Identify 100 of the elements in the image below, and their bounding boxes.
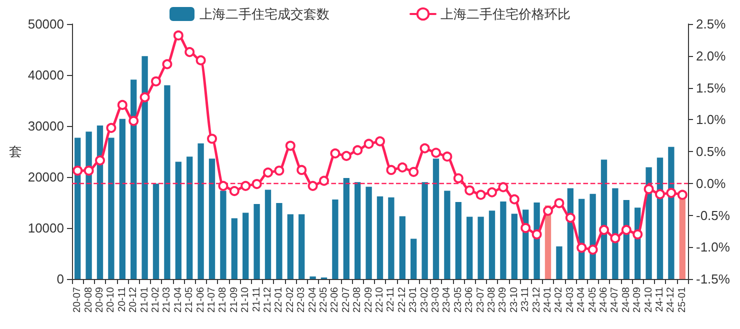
bar: [343, 178, 350, 279]
bar: [422, 182, 428, 279]
x-tick-label: 21-02: [150, 286, 162, 313]
bar: [410, 238, 417, 279]
bar: [388, 197, 394, 279]
x-tick-label: 20-09: [94, 286, 106, 313]
y2-tick-label: 1.0%: [696, 112, 726, 128]
legend-label: 上海二手住宅价格环比: [440, 6, 570, 22]
point: [464, 185, 475, 196]
point: [554, 198, 564, 208]
point: [386, 164, 396, 175]
point: [106, 122, 116, 133]
point: [420, 143, 430, 154]
x-tick-label: 23-06: [464, 286, 476, 313]
y-tick-label: 40000: [28, 68, 64, 82]
bar: [478, 216, 484, 279]
point: [644, 184, 654, 194]
point: [588, 244, 598, 255]
point: [128, 116, 139, 126]
x-tick-label: 21-12: [262, 286, 274, 313]
x-tick-label: 21-08: [218, 286, 229, 313]
x-tick-label: 23-08: [486, 286, 498, 313]
y2-tick-label: -1.5%: [696, 272, 730, 286]
bar: [119, 118, 126, 279]
y2-tick-label: 2.5%: [696, 16, 726, 32]
bar: [556, 246, 562, 279]
x-tick-label: 23-11: [520, 286, 532, 312]
point: [520, 223, 531, 233]
x-tick-label: 20-10: [106, 286, 117, 313]
bar: [455, 202, 462, 279]
point: [240, 180, 251, 191]
point: [117, 100, 128, 110]
point: [655, 189, 665, 200]
x-tick-label: 24-04: [576, 286, 588, 313]
bar: [298, 214, 305, 279]
bar: [612, 188, 618, 279]
bar: [96, 125, 104, 279]
x-tick-label: 23-02: [419, 286, 430, 313]
y-tick-label: 0: [56, 272, 64, 286]
point: [565, 212, 576, 223]
bar: [656, 158, 664, 279]
point: [308, 180, 318, 191]
point: [95, 155, 105, 166]
x-tick-label: 23-03: [430, 286, 442, 313]
x-tick-label: 20-07: [72, 286, 84, 313]
point: [487, 187, 497, 198]
bar: [376, 196, 384, 279]
x-tick-label: 22-03: [296, 286, 308, 313]
bar: [466, 216, 473, 279]
x-tick-label: 20-12: [128, 286, 140, 313]
y2-tick-label: -1.0%: [696, 240, 730, 255]
y-tick-label: 10000: [28, 220, 64, 236]
point: [352, 145, 363, 156]
x-tick-label: 24-07: [610, 286, 621, 313]
bar: [354, 182, 361, 279]
bar: [399, 216, 406, 279]
x-tick-label: 24-11: [654, 286, 666, 312]
point: [274, 166, 284, 176]
bar: [488, 210, 496, 279]
point: [666, 188, 676, 198]
point: [151, 76, 161, 86]
bar: [130, 80, 137, 279]
x-tick-label: 21-03: [162, 286, 173, 313]
bar: [287, 214, 294, 279]
y2-tick-label: 0.0%: [696, 176, 726, 191]
point: [453, 173, 464, 184]
bar: [276, 203, 282, 279]
x-tick-label: 22-09: [363, 286, 374, 313]
x-tick-label: 25-01: [676, 286, 688, 313]
bar: [186, 156, 193, 279]
legend-label: 上海二手住宅成交套数: [200, 6, 330, 22]
point: [162, 59, 172, 70]
bar: [152, 184, 160, 279]
bar: [175, 162, 182, 279]
point: [532, 229, 542, 240]
point: [207, 134, 217, 144]
point: [509, 194, 520, 204]
point: [140, 92, 150, 102]
x-tick-label: 22-02: [284, 286, 296, 313]
bar: [198, 143, 204, 279]
point: [408, 166, 419, 177]
x-tick-label: 23-07: [475, 286, 486, 313]
point: [576, 242, 587, 253]
point: [196, 55, 206, 66]
x-tick-label: 23-12: [531, 286, 542, 313]
x-tick-label: 22-06: [330, 286, 341, 313]
x-tick-label: 22-04: [307, 286, 318, 313]
bar: [500, 201, 506, 279]
y2-tick-label: 2.0%: [696, 48, 726, 64]
bar: [432, 158, 440, 279]
x-tick-label: 24-10: [643, 286, 654, 313]
bar: [366, 186, 372, 279]
bar: [220, 190, 226, 279]
y2-tick-label: 0.5%: [696, 144, 726, 159]
x-tick-label: 23-10: [508, 286, 520, 313]
point: [431, 148, 441, 158]
y-tick-label: 50000: [28, 16, 64, 32]
point: [632, 229, 643, 240]
point: [364, 138, 374, 149]
point: [285, 140, 296, 151]
